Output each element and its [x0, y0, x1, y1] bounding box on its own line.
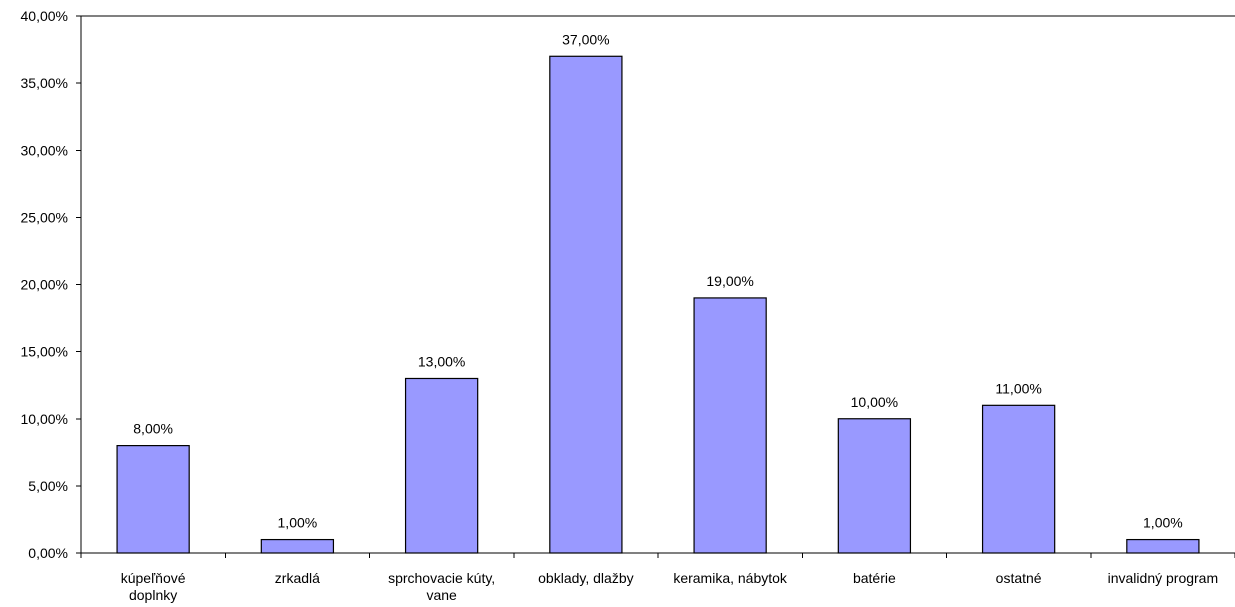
y-tick-label: 20,00%	[21, 277, 68, 293]
bar	[837, 418, 912, 554]
x-category-label-line: sprchovacie kúty,	[388, 570, 495, 586]
data-labels: 8,00% 1,00% 13,00% 37,00% 19,00% 10,00% 11,00%…	[133, 31, 1182, 530]
data-label: 37,00%	[562, 31, 609, 47]
bar	[981, 404, 1056, 554]
data-label: 11,00%	[995, 380, 1041, 396]
bar	[116, 445, 190, 554]
x-category-label: zrkadlá	[275, 570, 320, 586]
data-label: 1,00%	[278, 515, 318, 531]
y-tick-label: 25,00%	[21, 209, 68, 225]
y-tick-label: 30,00%	[21, 142, 68, 158]
x-category-label-line: kúpeľňové	[121, 570, 186, 586]
y-tick-label: 5,00%	[28, 478, 68, 494]
bar	[404, 377, 479, 554]
x-category-label-line: invalidný program	[1108, 570, 1219, 586]
bar	[260, 538, 335, 554]
bars	[116, 55, 1200, 554]
y-tick-label: 35,00%	[21, 75, 68, 91]
x-category-label-line: batérie	[853, 570, 896, 586]
data-label: 10,00%	[851, 394, 898, 410]
data-label: 1,00%	[1143, 515, 1183, 531]
y-tick-label: 15,00%	[21, 344, 68, 360]
x-category-label-line: vane	[426, 587, 457, 603]
data-label: 19,00%	[706, 273, 753, 289]
x-category-label-line: obklady, dlažby	[538, 570, 633, 586]
y-tick-label: 40,00%	[21, 8, 68, 24]
bar	[1126, 538, 1200, 554]
x-axis: kúpeľňové doplnky zrkadlá sprchovacie kúty,…	[80, 552, 1235, 603]
x-category-label-line: keramika, nábytok	[673, 570, 788, 586]
x-category-label: obklady, dlažby	[538, 570, 633, 586]
x-category-label-line: ostatné	[996, 570, 1042, 586]
bar	[549, 55, 623, 554]
x-category-label: sprchovacie kúty, vane	[388, 570, 495, 603]
y-tick-label: 10,00%	[21, 411, 68, 427]
bar	[693, 297, 767, 554]
y-axis: 0,00% 5,00% 10,00% 15,00% 20,00% 25,00% 30,00%…	[21, 8, 1235, 561]
x-category-label: ostatné	[996, 570, 1042, 586]
x-category-label: invalidný program	[1108, 570, 1219, 586]
data-label: 8,00%	[133, 421, 173, 437]
x-category-label: keramika, nábytok	[673, 570, 788, 586]
x-category-label: kúpeľňové doplnky	[121, 570, 186, 603]
x-category-label-line: doplnky	[129, 587, 177, 603]
x-category-label: batérie	[853, 570, 896, 586]
y-tick-label: 0,00%	[28, 545, 68, 561]
x-category-label-line: zrkadlá	[275, 570, 320, 586]
data-label: 13,00%	[418, 353, 465, 369]
